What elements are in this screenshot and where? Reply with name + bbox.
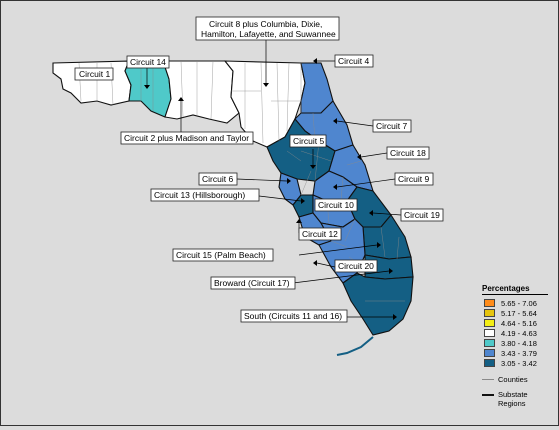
- label-circuit-10-text: Circuit 10: [318, 200, 354, 210]
- legend-item: 3.43 - 3.79: [482, 348, 554, 358]
- label-circuit-4-text: Circuit 4: [338, 56, 369, 66]
- label-circuit-7: Circuit 7: [372, 119, 412, 133]
- label-circuit-8-text-2: Hamilton, Lafayette, and Suwannee: [201, 29, 336, 39]
- label-circuit-1: Circuit 1: [74, 67, 114, 81]
- label-circuit-15-text: Circuit 15 (Palm Beach): [176, 250, 266, 260]
- legend-item-label: 4.64 - 5.16: [501, 318, 537, 328]
- florida-keys: [336, 336, 374, 356]
- legend-title: Percentages: [482, 284, 530, 293]
- label-south: South (Circuits 11 and 16): [240, 309, 348, 323]
- label-circuit-2-text: Circuit 2 plus Madison and Taylor: [124, 133, 249, 143]
- label-circuit-13: Circuit 13 (Hillsborough): [150, 188, 260, 202]
- label-circuit-4: Circuit 4: [334, 54, 374, 68]
- label-circuit-10: Circuit 10: [314, 198, 358, 212]
- label-circuit-1-text: Circuit 1: [79, 69, 110, 79]
- legend-item-label: 3.05 - 3.42: [501, 358, 537, 368]
- counties-line-swatch: [482, 378, 494, 380]
- legend-items: 5.65 - 7.06 5.17 - 5.64 4.64 - 5.16 4.19 - …: [482, 298, 554, 368]
- label-circuit-6-text: Circuit 6: [202, 174, 233, 184]
- legend-counties-label: Counties: [498, 374, 528, 384]
- label-circuit-12: Circuit 12: [298, 227, 342, 241]
- legend-swatch: [484, 349, 495, 357]
- label-circuit-18: Circuit 18: [386, 146, 430, 160]
- label-circuit-13-text: Circuit 13 (Hillsborough): [154, 190, 245, 200]
- label-circuit-17: Broward (Circuit 17): [210, 276, 296, 290]
- label-circuit-19-text: Circuit 19: [404, 210, 440, 220]
- legend-item: 4.19 - 4.63: [482, 328, 554, 338]
- legend-item-label: 5.65 - 7.06: [501, 298, 537, 308]
- legend-regions-label: Substate Regions: [498, 390, 528, 408]
- label-circuit-14-text: Circuit 14: [130, 57, 166, 67]
- label-circuit-17-text: Broward (Circuit 17): [214, 278, 290, 288]
- legend-swatch: [484, 299, 495, 307]
- legend-rule: [482, 294, 548, 295]
- legend-item-label: 3.43 - 3.79: [501, 348, 537, 358]
- legend-counties: Counties: [482, 374, 554, 384]
- label-circuit-5-text: Circuit 5: [293, 136, 324, 146]
- label-circuit-15: Circuit 15 (Palm Beach): [172, 248, 274, 262]
- region-circuit-14: [124, 60, 172, 118]
- region-circuit-11-16: [342, 272, 414, 336]
- label-circuit-9-text: Circuit 9: [398, 174, 429, 184]
- label-circuit-19: Circuit 19: [400, 208, 444, 222]
- label-circuit-2: Circuit 2 plus Madison and Taylor: [120, 131, 254, 145]
- legend-swatch: [484, 359, 495, 367]
- legend-item: 4.64 - 5.16: [482, 318, 554, 328]
- region-circuit-2: [162, 60, 240, 124]
- legend-item-label: 4.19 - 4.63: [501, 328, 537, 338]
- label-circuit-6: Circuit 6: [198, 172, 238, 186]
- county-lines: [78, 60, 405, 302]
- label-circuit-8: Circuit 8 plus Columbia, Dixie, Hamilton…: [195, 16, 340, 41]
- legend-item: 5.65 - 7.06: [482, 298, 554, 308]
- legend-item: 3.80 - 4.18: [482, 338, 554, 348]
- label-circuit-20: Circuit 20: [334, 259, 378, 273]
- legend-item-label: 3.80 - 4.18: [501, 338, 537, 348]
- legend-swatch: [484, 329, 495, 337]
- label-circuit-20-text: Circuit 20: [338, 261, 374, 271]
- legend-swatch: [484, 339, 495, 347]
- legend-swatch: [484, 319, 495, 327]
- region-circuit-1: [52, 60, 132, 106]
- legend-item: 5.17 - 5.64: [482, 308, 554, 318]
- label-circuit-12-text: Circuit 12: [302, 229, 338, 239]
- legend-regions: Substate Regions: [482, 390, 554, 408]
- legend-swatch: [484, 309, 495, 317]
- label-circuit-14: Circuit 14: [126, 55, 170, 69]
- label-circuit-18-text: Circuit 18: [390, 148, 426, 158]
- label-circuit-8-text-1: Circuit 8 plus Columbia, Dixie,: [209, 19, 322, 29]
- legend: Percentages 5.65 - 7.06 5.17 - 5.64 4.64 -…: [482, 284, 554, 408]
- label-circuit-5: Circuit 5: [289, 134, 327, 148]
- legend-item-label: 5.17 - 5.64: [501, 308, 537, 318]
- regions-line-swatch: [482, 394, 494, 396]
- label-circuit-7-text: Circuit 7: [376, 121, 407, 131]
- label-south-text: South (Circuits 11 and 16): [244, 311, 342, 321]
- legend-item: 3.05 - 3.42: [482, 358, 554, 368]
- label-circuit-9: Circuit 9: [394, 172, 434, 186]
